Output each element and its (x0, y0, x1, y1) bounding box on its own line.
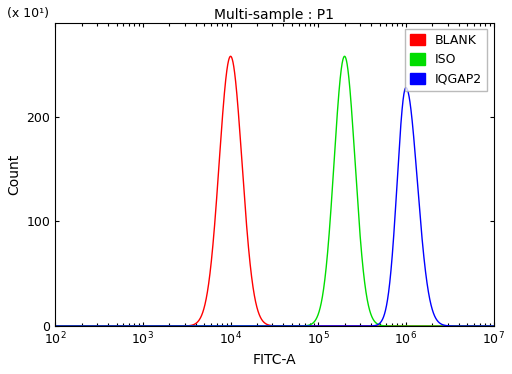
Y-axis label: Count: Count (7, 154, 21, 195)
X-axis label: FITC-A: FITC-A (252, 353, 296, 367)
Legend: BLANK, ISO, IQGAP2: BLANK, ISO, IQGAP2 (405, 29, 487, 91)
Title: Multi-sample : P1: Multi-sample : P1 (215, 7, 334, 22)
Text: (x 10¹): (x 10¹) (7, 7, 49, 20)
